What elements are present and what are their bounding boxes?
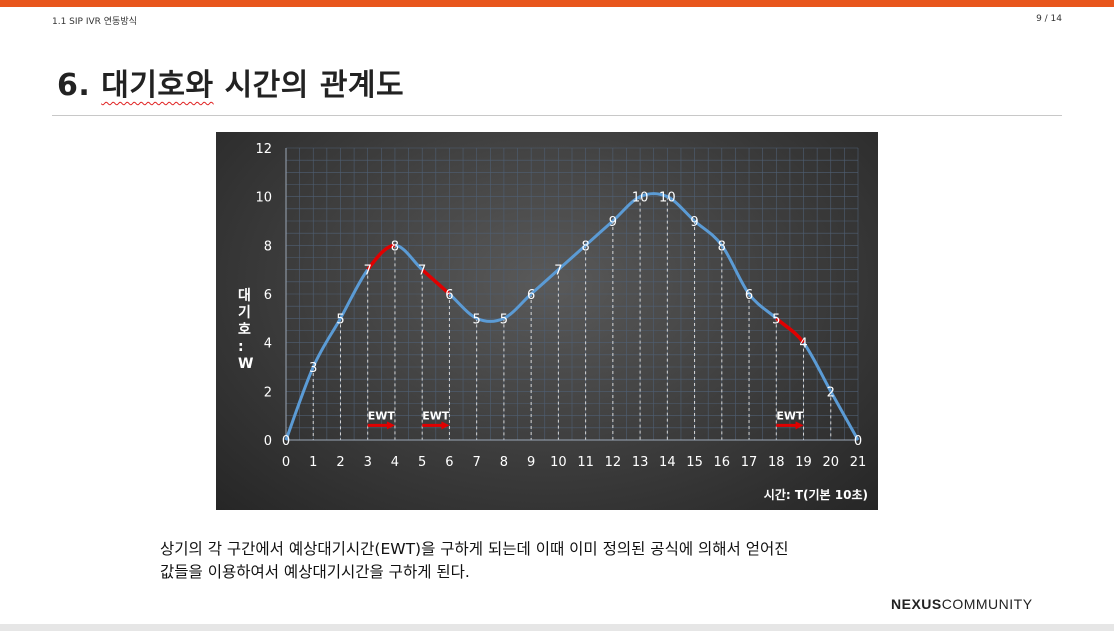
x-tick-label: 21 <box>850 455 867 470</box>
x-tick-label: 2 <box>336 455 344 470</box>
data-label: 0 <box>854 434 862 449</box>
ewt-label: EWT <box>422 409 450 422</box>
x-tick-label: 9 <box>527 455 535 470</box>
title-main-word: 대기호와 <box>101 68 214 103</box>
x-tick-label: 17 <box>741 455 758 470</box>
x-tick-label: 10 <box>550 455 567 470</box>
x-tick-label: 7 <box>473 455 481 470</box>
top-accent-bar <box>0 0 1114 7</box>
page-number: 9 / 14 <box>1036 14 1062 24</box>
data-label: 5 <box>772 312 780 327</box>
y-tick-label: 12 <box>255 142 272 157</box>
data-label: 9 <box>609 215 617 230</box>
bottom-bar <box>0 624 1114 631</box>
highlight-segment <box>366 243 396 271</box>
x-tick-label: 15 <box>686 455 703 470</box>
data-label: 5 <box>473 312 481 327</box>
data-label: 10 <box>659 191 676 206</box>
logo-light: COMMUNITY <box>941 596 1033 612</box>
data-label: 8 <box>581 239 589 254</box>
y-tick-label: 4 <box>264 337 272 352</box>
ewt-label: EWT <box>776 409 804 422</box>
x-axis-label: 시간: T(기본 10초) <box>764 487 868 502</box>
ewt-label: EWT <box>368 409 396 422</box>
title-divider <box>52 115 1062 116</box>
y-tick-label: 10 <box>255 191 272 206</box>
document-label: 1.1 SIP IVR 연동방식 <box>52 17 137 27</box>
data-label: 5 <box>500 312 508 327</box>
x-tick-label: 1 <box>309 455 317 470</box>
x-tick-label: 20 <box>822 455 839 470</box>
title-prefix: 6. <box>57 68 102 103</box>
y-axis-label-char: 기 <box>238 305 251 321</box>
logo-bold: NEXUS <box>891 596 942 612</box>
slide-title: 6. 대기호와 시간의 관계도 <box>57 60 404 104</box>
x-tick-label: 8 <box>500 455 508 470</box>
x-tick-label: 16 <box>714 455 731 470</box>
y-axis-label-char: : <box>238 339 244 355</box>
x-tick-label: 14 <box>659 455 676 470</box>
x-tick-label: 18 <box>768 455 785 470</box>
ewt-arrow-head <box>795 421 804 430</box>
data-label: 5 <box>336 312 344 327</box>
title-rest: 시간의 관계도 <box>213 68 405 103</box>
highlight-segment <box>775 317 805 344</box>
x-tick-label: 3 <box>364 455 372 470</box>
x-tick-label: 11 <box>577 455 594 470</box>
x-tick-label: 5 <box>418 455 426 470</box>
data-label: 3 <box>309 361 317 376</box>
ewt-arrow-head <box>441 421 450 430</box>
nexus-logo: NEXUSCOMMUNITY <box>891 596 1033 612</box>
x-tick-label: 4 <box>391 455 399 470</box>
body-line-1: 상기의 각 구간에서 예상대기시간(EWT)을 구하게 되는데 이때 이미 정의… <box>160 540 789 558</box>
x-tick-label: 12 <box>605 455 622 470</box>
data-label: 6 <box>445 288 453 303</box>
y-tick-label: 0 <box>264 434 272 449</box>
data-label: 0 <box>282 434 290 449</box>
data-label: 7 <box>364 264 372 279</box>
data-label: 9 <box>690 215 698 230</box>
body-line-2: 값들을 이용하여서 예상대기시간을 구하게 된다. <box>160 563 470 581</box>
x-tick-label: 6 <box>445 455 453 470</box>
y-tick-label: 8 <box>264 239 272 254</box>
y-axis-label-char: 호 <box>238 322 251 338</box>
data-label: 6 <box>745 288 753 303</box>
chart-area: 0 2 4 6 8 10 12 0 1 2 3 4 5 6 7 8 9 10 11 12 13 14 15 16 17 18 19 2… <box>216 132 878 510</box>
y-axis-label-char: 대 <box>238 288 251 304</box>
highlight-segment <box>421 268 451 296</box>
x-tick-label: 13 <box>632 455 649 470</box>
x-tick-label: 19 <box>795 455 812 470</box>
data-label: 7 <box>554 264 562 279</box>
data-label: 7 <box>418 264 426 279</box>
data-label: 10 <box>632 191 649 206</box>
data-label: 8 <box>391 239 399 254</box>
body-text: 상기의 각 구간에서 예상대기시간(EWT)을 구하게 되는데 이때 이미 정의… <box>160 538 789 584</box>
y-tick-label: 6 <box>264 288 272 303</box>
y-tick-label: 2 <box>264 385 272 400</box>
data-label: 8 <box>718 239 726 254</box>
data-label: 4 <box>799 337 807 352</box>
ewt-arrow-head <box>386 421 395 430</box>
data-label: 2 <box>827 385 835 400</box>
data-label: 6 <box>527 288 535 303</box>
y-axis-label-char: W <box>238 356 253 372</box>
x-tick-label: 0 <box>282 455 290 470</box>
